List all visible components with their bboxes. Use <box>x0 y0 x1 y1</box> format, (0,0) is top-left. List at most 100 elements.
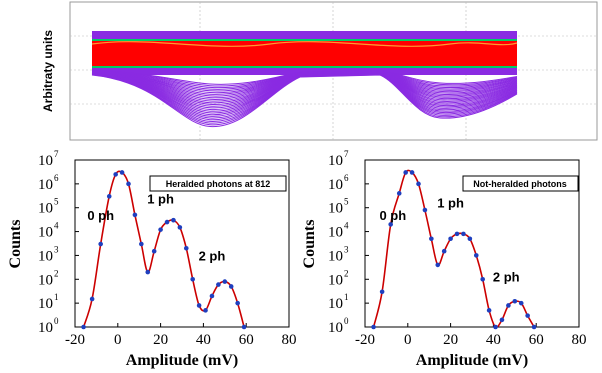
data-points <box>371 170 537 330</box>
data-point <box>441 248 447 254</box>
data-point <box>241 324 247 330</box>
data-point <box>98 241 103 247</box>
y-tick-label: 10 <box>328 296 343 312</box>
y-tick-exponent: 4 <box>344 221 349 231</box>
x-tick-label: -20 <box>65 332 85 348</box>
peak-label: 0 ph <box>379 208 406 223</box>
data-point <box>493 324 498 330</box>
y-tick-exponent: 1 <box>54 292 59 302</box>
data-point <box>228 284 234 289</box>
y-tick-exponent: 2 <box>344 268 349 278</box>
data-point <box>379 289 385 295</box>
data-point <box>480 276 486 282</box>
legend-box <box>462 175 579 192</box>
data-point <box>531 324 537 330</box>
data-point <box>89 296 95 302</box>
x-tick-label: 40 <box>486 332 501 348</box>
y-tick-exponent: 4 <box>54 221 59 231</box>
data-point <box>81 324 86 330</box>
data-point <box>235 300 240 306</box>
data-point <box>525 313 530 318</box>
data-point <box>429 236 434 242</box>
data-point <box>461 231 466 237</box>
y-tick-label: 10 <box>328 320 343 336</box>
data-point <box>177 225 183 230</box>
peak-label: 2 ph <box>493 270 520 285</box>
peak-annotations: 0 ph 1 ph 2 ph <box>379 196 519 285</box>
data-point <box>388 222 393 227</box>
signal-trace <box>91 41 518 47</box>
y-tick-exponent: 3 <box>54 244 59 254</box>
peak-label: 1 ph <box>147 192 174 207</box>
y-tick-exponent: 2 <box>54 268 59 278</box>
data-point <box>106 194 112 199</box>
peak-label: 0 ph <box>87 208 114 223</box>
data-points <box>81 170 247 330</box>
y-tick-label: 10 <box>38 201 53 217</box>
oscilloscope-panel: Arbitraty units <box>41 1 598 141</box>
y-tick-exponent: 3 <box>344 244 349 254</box>
y-tick-label: 10 <box>38 225 53 241</box>
data-point <box>454 231 460 237</box>
data-point <box>409 170 415 175</box>
data-point <box>499 317 505 323</box>
data-point <box>158 227 163 232</box>
data-point <box>209 293 215 299</box>
plot-frame <box>74 159 290 328</box>
x-tick-label: 60 <box>239 332 254 348</box>
y-tick-exponent: 5 <box>54 197 59 207</box>
y-tick-label: 10 <box>328 272 343 288</box>
data-point <box>216 282 221 287</box>
y-tick-label: 10 <box>328 153 343 169</box>
data-point <box>183 245 189 251</box>
x-tick-label: 0 <box>404 332 412 348</box>
y-tick-exponent: 6 <box>344 173 349 183</box>
peak-label: 2 ph <box>199 249 226 264</box>
data-point <box>467 236 473 242</box>
data-point <box>171 217 176 223</box>
y-tick-label: 10 <box>328 248 343 264</box>
data-point <box>132 212 138 218</box>
data-point <box>113 172 118 177</box>
data-point <box>435 262 441 268</box>
data-point <box>222 279 228 284</box>
data-point <box>518 300 524 306</box>
data-point <box>190 276 195 282</box>
y-axis-label: Counts <box>7 220 24 269</box>
data-point <box>448 236 453 242</box>
legend-text: Heralded photons at 812 <box>166 179 271 189</box>
data-point <box>473 253 479 258</box>
y-tick-exponent: 6 <box>54 173 59 183</box>
y-tick-exponent: 7 <box>54 149 59 159</box>
x-tick-label: 80 <box>572 332 587 348</box>
peak-label: 1 ph <box>437 196 464 211</box>
data-point <box>506 303 511 308</box>
data-point <box>416 181 421 187</box>
y-axis-label: Counts <box>301 220 318 269</box>
y-tick-label: 10 <box>328 225 343 241</box>
y-tick-label: 10 <box>38 248 53 264</box>
x-tick-label: 80 <box>282 332 297 348</box>
legend-text: Not-heralded photons <box>473 179 567 189</box>
legend-box <box>149 175 287 192</box>
y-tick-label: 10 <box>38 320 53 336</box>
x-axis-label: Amplitude (mV) <box>126 352 238 369</box>
y-tick-exponent: 1 <box>344 292 349 302</box>
data-point <box>422 207 428 213</box>
data-point <box>139 241 144 247</box>
data-point <box>126 181 131 187</box>
data-point <box>145 269 151 275</box>
data-point <box>196 303 202 308</box>
data-point <box>403 170 408 175</box>
x-tick-label: 0 <box>114 332 122 348</box>
y-tick-exponent: 7 <box>344 149 349 159</box>
data-point <box>151 248 157 254</box>
trace-line <box>91 74 518 128</box>
y-tick-exponent: 0 <box>54 316 59 326</box>
y-tick-exponent: 5 <box>344 197 349 207</box>
data-point <box>164 219 170 225</box>
